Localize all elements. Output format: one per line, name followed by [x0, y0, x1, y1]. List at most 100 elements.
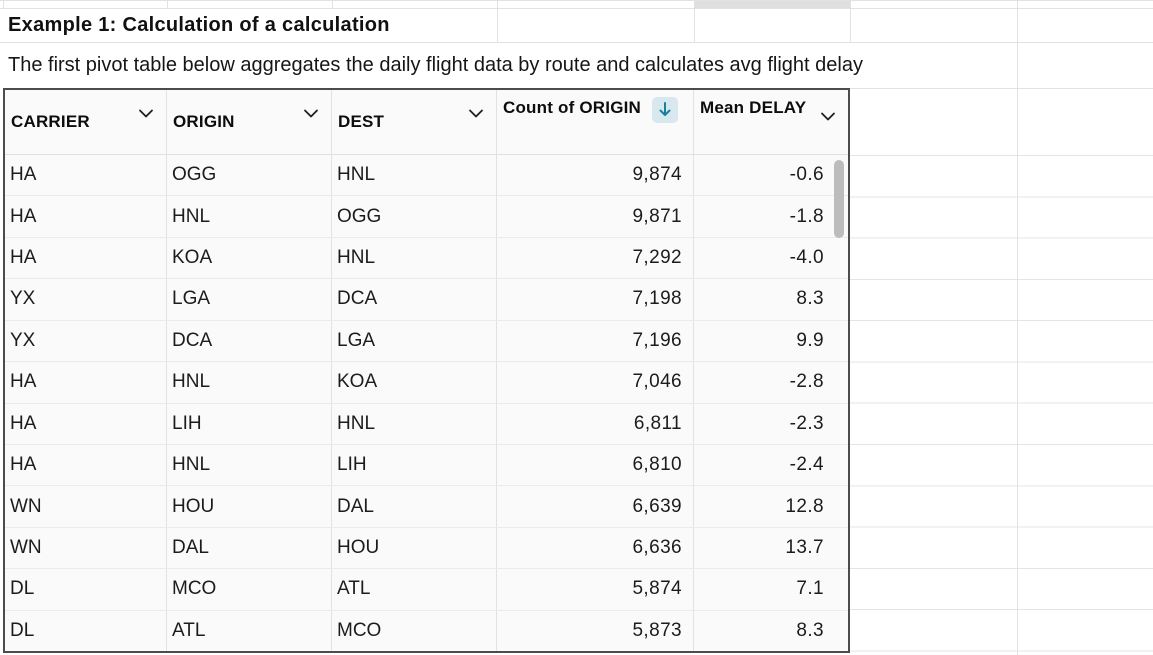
- cell-count-of-origin[interactable]: 7,292: [497, 237, 694, 279]
- cell-mean-delay[interactable]: -2.4: [789, 454, 824, 476]
- cell-mean-delay[interactable]: 9.9: [796, 329, 824, 351]
- cell-carrier[interactable]: HA: [5, 362, 167, 403]
- table-row: HA KOA HNL 7,292 -4.0: [5, 237, 848, 280]
- cell-mean-delay[interactable]: -0.6: [789, 164, 824, 186]
- column-header-dest[interactable]: DEST: [332, 90, 497, 154]
- column-header-count-of-origin[interactable]: Count of ORIGIN: [497, 90, 694, 154]
- cell-dest[interactable]: HNL: [332, 155, 497, 196]
- cell-count-of-origin[interactable]: 5,874: [497, 569, 694, 610]
- gridline: [850, 0, 851, 8]
- table-row: DL ATL MCO 5,873 8.3: [5, 610, 848, 652]
- cell-carrier[interactable]: YX: [5, 279, 167, 320]
- table-row: WN DAL HOU 6,636 13.7: [5, 527, 848, 570]
- cell-origin[interactable]: MCO: [167, 569, 332, 610]
- cell-carrier[interactable]: HA: [5, 237, 167, 279]
- cell-origin[interactable]: LIH: [167, 403, 332, 444]
- table-row: HA OGG HNL 9,874 -0.6: [5, 155, 848, 197]
- cell-dest[interactable]: MCO: [332, 610, 497, 652]
- table-row: DL MCO ATL 5,874 7.1: [5, 569, 848, 611]
- cell-dest[interactable]: ATL: [332, 569, 497, 610]
- cell-dest[interactable]: LGA: [332, 320, 497, 362]
- cell-dest[interactable]: LIH: [332, 444, 497, 486]
- cell-count-of-origin[interactable]: 7,196: [497, 320, 694, 362]
- cell-origin[interactable]: HOU: [167, 486, 332, 527]
- cell-dest[interactable]: HNL: [332, 403, 497, 444]
- column-header-label: Mean DELAY: [700, 98, 807, 117]
- cell-origin[interactable]: DAL: [167, 527, 332, 569]
- cell-carrier[interactable]: HA: [5, 403, 167, 444]
- cell-dest[interactable]: KOA: [332, 362, 497, 403]
- cell-count-of-origin[interactable]: 7,046: [497, 362, 694, 403]
- column-header-label: ORIGIN: [173, 112, 235, 131]
- sheet-description-cell[interactable]: The first pivot table below aggregates t…: [0, 42, 1153, 88]
- cell-origin[interactable]: KOA: [167, 237, 332, 279]
- cell-carrier[interactable]: YX: [5, 320, 167, 362]
- gridline: [0, 8, 1153, 9]
- cell-carrier[interactable]: DL: [5, 610, 167, 652]
- pivot-table-body: HA OGG HNL 9,874 -0.6 HA HNL OGG 9,871 -…: [5, 155, 848, 652]
- cell-dest[interactable]: DCA: [332, 279, 497, 320]
- column-header-mean-delay[interactable]: Mean DELAY: [694, 90, 848, 154]
- cell-origin[interactable]: ATL: [167, 610, 332, 652]
- column-header-label: Count of ORIGIN: [503, 98, 642, 117]
- cell-dest[interactable]: DAL: [332, 486, 497, 527]
- gridline: [694, 8, 695, 42]
- table-row: HA LIH HNL 6,811 -2.3: [5, 403, 848, 445]
- cell-count-of-origin[interactable]: 9,871: [497, 196, 694, 237]
- vertical-scrollbar-thumb[interactable]: [834, 160, 844, 238]
- table-row: YX LGA DCA 7,198 8.3: [5, 279, 848, 321]
- cell-origin[interactable]: LGA: [167, 279, 332, 320]
- gridline: [3, 0, 4, 8]
- cell-mean-delay[interactable]: -2.8: [789, 371, 824, 393]
- cell-origin[interactable]: DCA: [167, 320, 332, 362]
- column-header-origin[interactable]: ORIGIN: [167, 90, 332, 154]
- cell-mean-delay[interactable]: -4.0: [789, 247, 824, 269]
- chevron-down-icon[interactable]: [468, 104, 484, 118]
- chevron-down-icon[interactable]: [303, 104, 319, 118]
- cell-count-of-origin[interactable]: 6,810: [497, 444, 694, 486]
- cell-dest[interactable]: OGG: [332, 196, 497, 237]
- cell-origin[interactable]: HNL: [167, 444, 332, 486]
- cell-count-of-origin[interactable]: 6,811: [497, 403, 694, 444]
- cell-count-of-origin[interactable]: 7,198: [497, 279, 694, 320]
- cell-dest[interactable]: HOU: [332, 527, 497, 569]
- column-header-carrier[interactable]: CARRIER: [5, 90, 167, 154]
- cell-count-of-origin[interactable]: 9,874: [497, 155, 694, 196]
- sheet-description: The first pivot table below aggregates t…: [8, 53, 863, 76]
- table-row: HA HNL LIH 6,810 -2.4: [5, 444, 848, 487]
- gridline: [850, 8, 851, 42]
- sort-descending-icon[interactable]: [652, 97, 678, 123]
- cell-mean-delay[interactable]: 13.7: [785, 537, 824, 558]
- table-row: WN HOU DAL 6,639 12.8: [5, 486, 848, 528]
- cell-origin[interactable]: HNL: [167, 362, 332, 403]
- chevron-down-icon[interactable]: [820, 104, 836, 121]
- gridline: [850, 88, 1153, 89]
- cell-count-of-origin[interactable]: 6,639: [497, 486, 694, 527]
- pivot-table: CARRIER ORIGIN DEST Count of ORIGIN: [3, 88, 850, 653]
- cell-origin[interactable]: HNL: [167, 196, 332, 237]
- empty-grid-area: [850, 155, 1153, 655]
- chevron-down-icon[interactable]: [138, 104, 154, 118]
- cell-mean-delay[interactable]: 12.8: [785, 495, 824, 517]
- cell-mean-delay[interactable]: -2.3: [789, 412, 824, 434]
- sheet-title-cell[interactable]: Example 1: Calculation of a calculation: [0, 8, 1153, 42]
- gridline: [167, 0, 168, 8]
- cell-origin[interactable]: OGG: [167, 155, 332, 196]
- cell-mean-delay[interactable]: 8.3: [796, 619, 824, 641]
- cell-carrier[interactable]: WN: [5, 527, 167, 569]
- cell-mean-delay[interactable]: 7.1: [796, 578, 824, 600]
- cell-carrier[interactable]: HA: [5, 196, 167, 237]
- cell-dest[interactable]: HNL: [332, 237, 497, 279]
- cell-carrier[interactable]: HA: [5, 155, 167, 196]
- cell-mean-delay[interactable]: -1.8: [789, 205, 824, 227]
- cell-carrier[interactable]: DL: [5, 569, 167, 610]
- gridline: [497, 0, 498, 8]
- cell-mean-delay[interactable]: 8.3: [796, 288, 824, 310]
- cell-count-of-origin[interactable]: 6,636: [497, 527, 694, 569]
- gridline: [0, 42, 1153, 43]
- cell-count-of-origin[interactable]: 5,873: [497, 610, 694, 652]
- pivot-table-header: CARRIER ORIGIN DEST Count of ORIGIN: [5, 90, 848, 155]
- cell-carrier[interactable]: WN: [5, 486, 167, 527]
- cell-carrier[interactable]: HA: [5, 444, 167, 486]
